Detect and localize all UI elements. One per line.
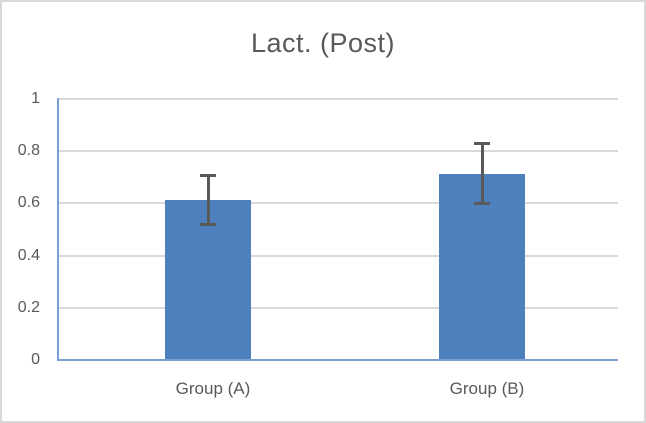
error-bar-cap-bottom (474, 202, 490, 206)
x-category-label-group-a: Group (A) (175, 379, 251, 398)
chart-title: Lact. (Post) (250, 28, 396, 58)
gridline (59, 306, 618, 309)
error-bar-group-a (200, 173, 216, 226)
x-category-label-group-b: Group (B) (449, 379, 525, 398)
y-tick-label: 0.2 (17, 299, 40, 316)
error-bar-group-b (474, 142, 490, 206)
error-bar-stem (206, 173, 210, 226)
error-bar-cap-bottom (200, 222, 216, 226)
bar-group-a (165, 199, 251, 359)
plot-area (57, 98, 618, 361)
y-tick-label: 0.6 (17, 194, 40, 211)
y-tick-label: 0 (31, 351, 40, 368)
gridline (59, 202, 618, 205)
y-tick-label: 1 (31, 90, 40, 107)
gridline (59, 98, 618, 100)
y-tick-label: 0.4 (17, 247, 40, 264)
gridline (59, 254, 618, 257)
gridline (59, 150, 618, 153)
y-tick-label: 0.8 (17, 142, 40, 159)
error-bar-stem (480, 142, 484, 206)
